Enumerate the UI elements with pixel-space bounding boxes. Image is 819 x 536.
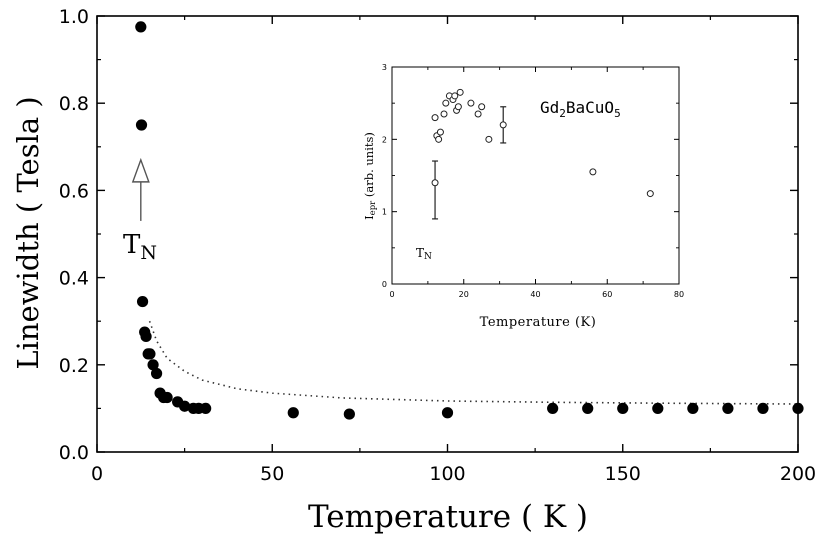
main-y-tick-label: 1.0: [59, 6, 89, 28]
inset-y-tick-label: 1: [382, 208, 387, 217]
main-x-axis-title: Temperature ( K ): [308, 499, 588, 535]
inset-y-tick-label: 3: [382, 63, 387, 72]
inset-data-point: [474, 110, 482, 118]
inset-tn-t: T: [416, 246, 424, 260]
main-y-axis-title: Linewidth ( Tesla ): [11, 96, 45, 369]
inset-axis-ticks: [391, 66, 680, 285]
tn-label-t: T: [123, 230, 141, 260]
inset-y-tick-labels: 0 1 2 3: [382, 63, 387, 289]
main-data-point: [547, 402, 559, 414]
main-data-points: [135, 21, 804, 420]
main-data-point: [179, 400, 191, 412]
main-axis-ticks: [96, 15, 799, 453]
main-y-tick-label: 0.2: [59, 355, 89, 377]
inset-y-tick-label: 0: [382, 280, 387, 289]
inset-data-point: [467, 99, 475, 107]
main-data-point: [147, 359, 159, 371]
inset-error-bars: [431, 106, 507, 220]
inset-data-point: [589, 168, 597, 176]
tn-label-subscript: N: [140, 242, 157, 264]
main-x-tick-label: 0: [91, 463, 103, 485]
inset-y-title-subscript: epr: [368, 200, 378, 215]
main-data-point: [757, 402, 769, 414]
main-data-point: [343, 408, 355, 420]
main-x-tick-labels: 0 50 100 150 200: [91, 463, 816, 485]
inset-x-axis-title: Temperature (K): [480, 315, 597, 330]
inset-x-tick-label: 80: [674, 290, 684, 299]
main-data-point: [161, 391, 173, 404]
main-y-tick-label: 0.0: [59, 442, 89, 464]
tn-arrow: [131, 157, 150, 221]
inset-title-sub-5: 5: [614, 107, 621, 120]
inset-data-points: [431, 88, 654, 198]
inset-error-bar-point: [499, 121, 507, 129]
main-data-point: [652, 402, 664, 414]
inset-tn-label: TN: [416, 246, 432, 262]
main-data-point: [200, 402, 212, 414]
inset-data-point: [442, 99, 450, 107]
main-data-point: [287, 407, 299, 419]
inset-data-point: [436, 128, 444, 136]
main-data-point: [582, 402, 594, 414]
inset-title-part-3: BaCuO: [566, 98, 614, 117]
inset-data-point: [440, 110, 448, 118]
main-y-tick-label: 0.8: [59, 93, 89, 115]
inset-y-title-i: I: [362, 215, 376, 220]
main-x-tick-label: 100: [429, 463, 465, 485]
main-x-tick-label: 150: [605, 463, 641, 485]
main-data-point: [140, 330, 152, 343]
main-data-point: [617, 402, 629, 414]
inset-error-bar-point: [431, 179, 439, 187]
inset-x-tick-label: 20: [459, 290, 469, 299]
main-data-point: [150, 367, 163, 380]
inset-data-point: [431, 114, 439, 122]
main-data-point: [441, 407, 454, 419]
inset-y-tick-label: 2: [382, 135, 387, 144]
tn-arrow-head: [131, 157, 150, 183]
main-data-point: [722, 402, 734, 414]
inset-x-tick-labels: 0 20 40 60 80: [389, 290, 684, 299]
main-x-tick-label: 50: [260, 463, 284, 485]
inset-title-part-1: Gd: [540, 98, 559, 117]
main-data-point: [135, 21, 147, 33]
main-data-point: [144, 348, 156, 360]
main-dotted-fit-line: [148, 320, 799, 405]
inset-x-tick-label: 60: [602, 290, 612, 299]
main-data-point: [135, 119, 148, 131]
inset-y-axis-title: Iepr (arb. units): [362, 132, 378, 220]
inset-data-point: [454, 103, 462, 111]
inset-data-point: [646, 190, 654, 198]
inset-x-tick-label: 0: [389, 290, 394, 299]
inset-y-title-suffix: (arb. units): [362, 132, 376, 201]
inset-data-point: [478, 103, 486, 111]
inset-tn-subscript: N: [424, 252, 432, 262]
inset-data-point: [456, 88, 464, 96]
inset-data-point: [435, 135, 443, 143]
main-y-tick-label: 0.4: [59, 268, 89, 290]
inset-title-sub-2: 2: [559, 107, 566, 120]
tn-label: TN: [123, 230, 157, 264]
main-chart: 0 50 100 150 200 0.00.20.40.60.81.0 TN Tempe…: [11, 6, 816, 535]
inset-data-point: [451, 92, 459, 100]
inset-x-tick-label: 40: [530, 290, 540, 299]
inset-title: Gd2BaCuO5: [540, 98, 621, 120]
main-data-point: [136, 295, 149, 308]
main-y-tick-labels: 0.0 0.2 0.4 0.6 0.8 1.0: [59, 6, 89, 464]
main-data-point: [792, 402, 804, 414]
inset-data-point: [485, 135, 493, 143]
main-x-tick-label: 200: [780, 463, 816, 485]
main-y-tick-label: 0.6: [59, 180, 89, 202]
main-data-point: [687, 402, 699, 414]
